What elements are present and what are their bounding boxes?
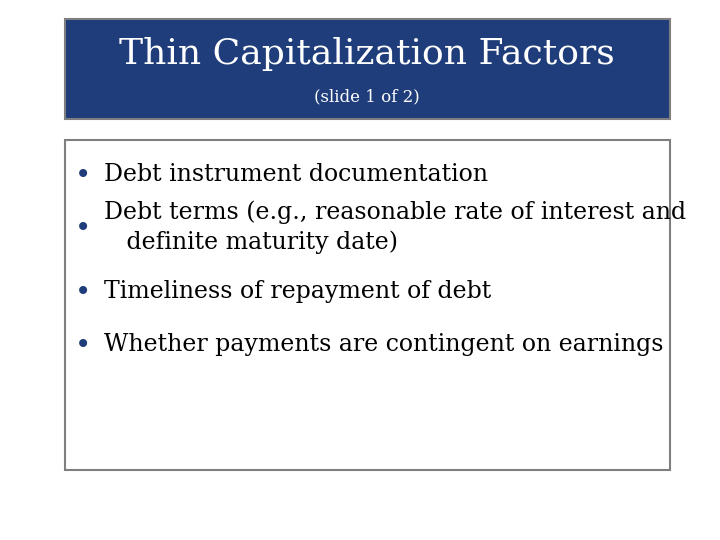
Text: Whether payments are contingent on earnings: Whether payments are contingent on earni… bbox=[104, 333, 664, 356]
Text: Debt instrument documentation: Debt instrument documentation bbox=[104, 164, 488, 186]
Text: •: • bbox=[75, 330, 91, 359]
Text: Thin Capitalization Factors: Thin Capitalization Factors bbox=[120, 37, 615, 71]
Text: (slide 1 of 2): (slide 1 of 2) bbox=[315, 89, 420, 105]
FancyBboxPatch shape bbox=[65, 140, 670, 470]
Text: •: • bbox=[75, 161, 91, 189]
Text: •: • bbox=[75, 278, 91, 306]
FancyBboxPatch shape bbox=[65, 19, 670, 119]
Text: Debt terms (e.g., reasonable rate of interest and
   definite maturity date): Debt terms (e.g., reasonable rate of int… bbox=[104, 201, 687, 254]
Text: Timeliness of repayment of debt: Timeliness of repayment of debt bbox=[104, 280, 492, 303]
Text: •: • bbox=[75, 214, 91, 242]
